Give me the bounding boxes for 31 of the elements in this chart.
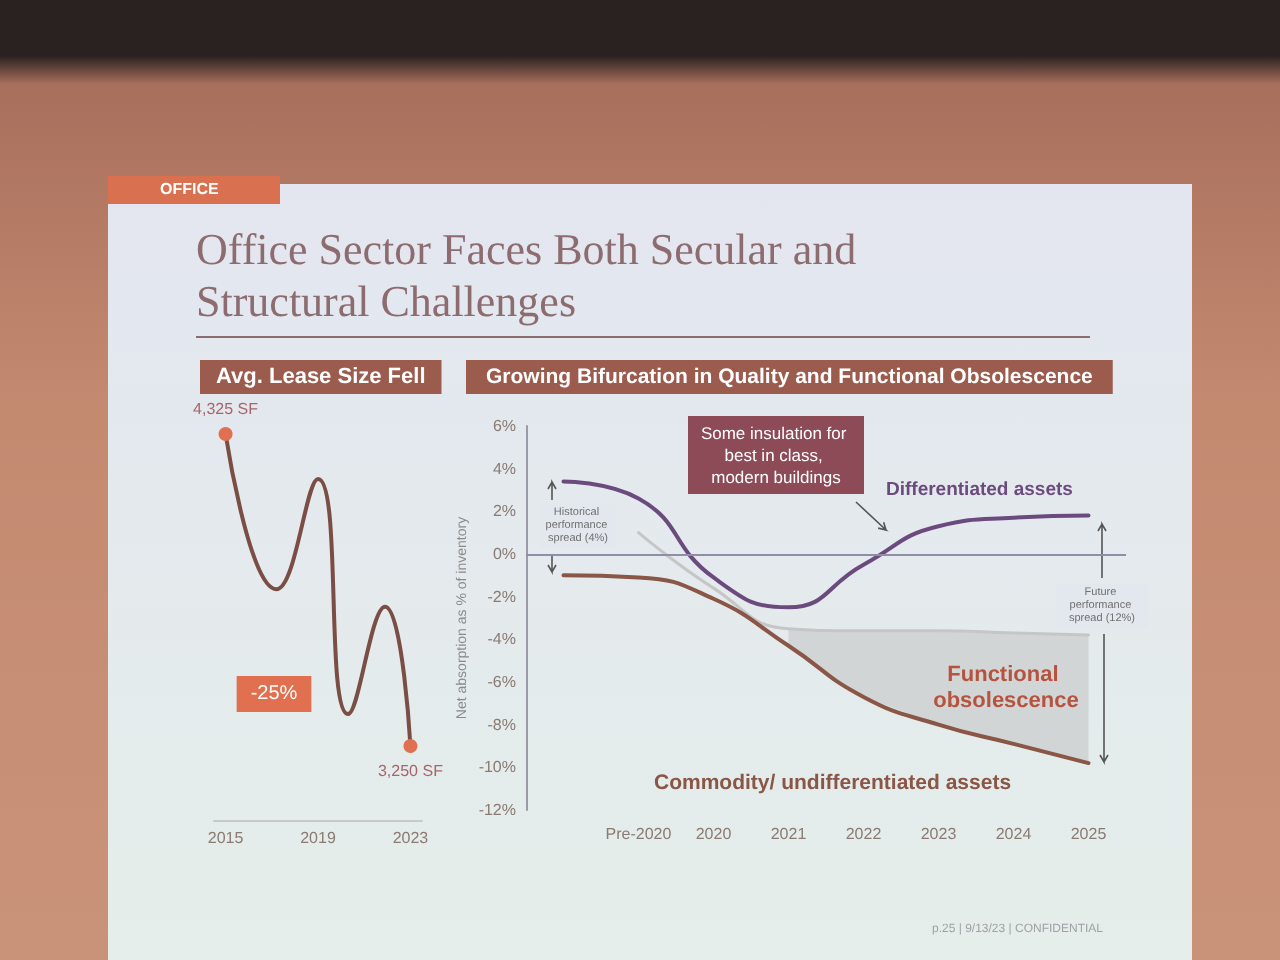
x-tick-label: 2019 [300,829,337,847]
x-tick-label: 2022 [845,825,883,843]
y-tick-label: -4% [487,630,516,649]
series-label: Commodity/ undifferentiated assets [654,771,1012,795]
annotation: -25% [250,683,298,705]
annotation: Some insulation for best in class, modern buildings [700,423,852,487]
series-label: Differentiated assets [886,479,1073,501]
x-tick-label: 2023 [392,829,430,847]
text: Office Sector Faces Both Secular and Structural Challenges [196,224,859,328]
x-tick-label: 2023 [920,825,958,843]
chart-title: Avg. Lease Size Fell [216,365,426,389]
y-tick-label: 2% [492,502,516,521]
x-tick-label: 2015 [207,829,245,847]
x-tick-label: Pre-2020 [605,825,673,843]
annotation: Functional obsolescence [933,663,1079,713]
text: OFFICE [108,176,280,204]
y-tick-label: 6% [492,417,516,435]
data-label: 3,250 SF [377,762,444,780]
y-tick-label: -6% [487,673,516,691]
data-label: 4,325 SF [193,400,259,418]
y-tick-label: -12% [478,801,516,819]
chart-title: Growing Bifurcation in Quality and Functional Obsolescence [486,365,1094,389]
y-tick-label: 0% [492,545,516,563]
y-tick-label: -2% [487,587,516,606]
x-tick-label: 2020 [695,825,733,843]
y-tick-label: 4% [492,459,516,478]
x-tick-label: 2025 [1070,825,1108,843]
y-tick-label: -10% [478,758,516,777]
y-tick-label: -8% [487,715,516,734]
x-tick-label: 2024 [995,825,1033,843]
x-tick-label: 2021 [770,825,808,843]
